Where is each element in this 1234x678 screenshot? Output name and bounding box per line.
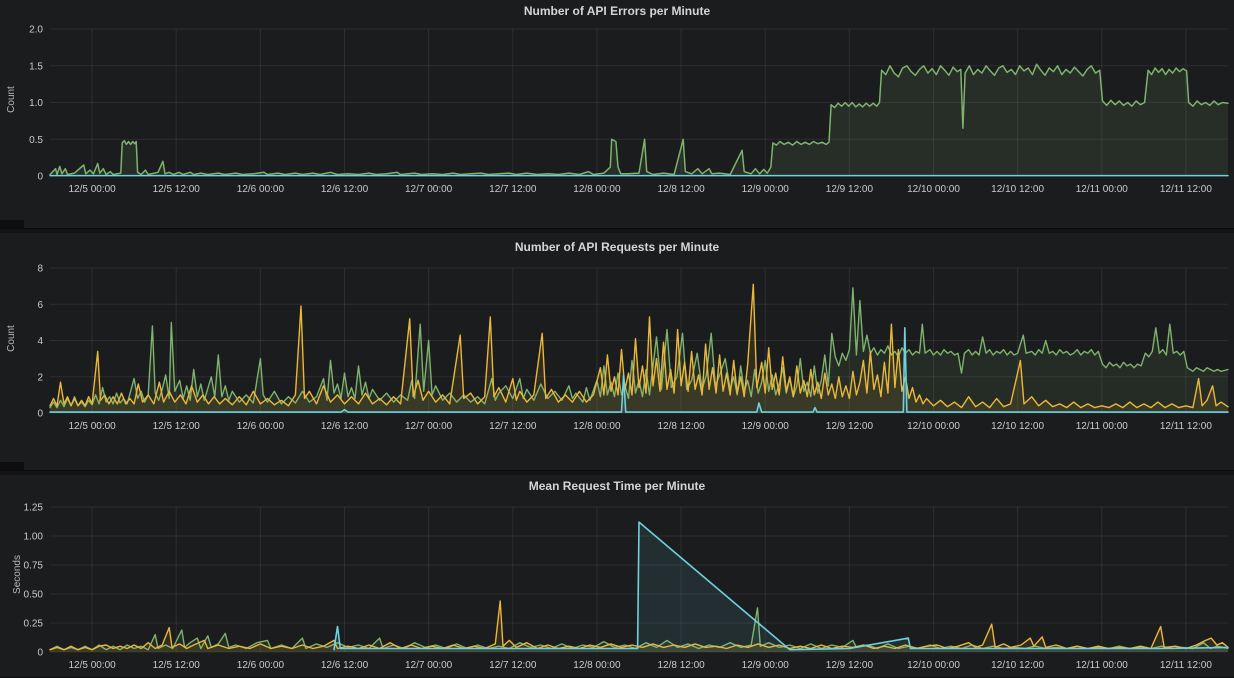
- x-tick-label: 12/10 12:00: [991, 421, 1044, 432]
- x-tick-label: 12/11 00:00: [1076, 660, 1129, 671]
- x-tick-label: 12/9 12:00: [826, 421, 874, 432]
- series-fill-cyan: [334, 522, 1228, 652]
- x-tick-label: 12/8 12:00: [657, 184, 705, 195]
- y-tick-label: 6: [37, 300, 43, 311]
- x-tick-label: 12/6 00:00: [237, 660, 285, 671]
- panel-title-mean-request-time[interactable]: Mean Request Time per Minute: [528, 479, 706, 493]
- y-tick-label: 0.50: [24, 590, 44, 601]
- x-tick-label: 12/8 00:00: [573, 660, 621, 671]
- y-tick-label: 8: [37, 264, 43, 275]
- series-line-cyan: [333, 521, 1229, 651]
- series-line-yellow: [49, 600, 1229, 651]
- x-tick-label: 12/10 12:00: [991, 184, 1044, 195]
- series-fill-green: [50, 64, 1228, 176]
- x-tick-label: 12/5 00:00: [68, 184, 116, 195]
- x-tick-label: 12/8 12:00: [657, 660, 705, 671]
- y-tick-label: 1.25: [24, 503, 44, 514]
- panel-api-requests: Number of API Requests per Minute 12/5 0…: [0, 233, 1234, 471]
- x-tick-label: 12/5 12:00: [153, 184, 201, 195]
- x-tick-label: 12/11 12:00: [1160, 421, 1213, 432]
- panel-title-api-errors[interactable]: Number of API Errors per Minute: [523, 4, 711, 18]
- x-tick-label: 12/10 00:00: [907, 660, 960, 671]
- x-tick-label: 12/8 00:00: [573, 421, 621, 432]
- x-tick-label: 12/10 12:00: [991, 660, 1044, 671]
- api-errors-chart[interactable]: 12/5 00:00 12/5 12:00 12/6 00:00 12/6 12:00…: [0, 22, 1234, 228]
- y-tick-label: 2.0: [29, 25, 43, 36]
- x-tick-label: 12/9 00:00: [742, 421, 790, 432]
- y-tick-label: 0.25: [24, 619, 44, 630]
- panel-corner-handle[interactable]: [0, 220, 24, 228]
- panel-api-errors: Number of API Errors per Minute 12/5 00:…: [0, 0, 1234, 229]
- series-line-green: [49, 63, 1229, 176]
- series-fill-green: [50, 287, 1228, 413]
- x-tick-label: 12/7 00:00: [405, 660, 453, 671]
- y-tick-label: 2: [37, 372, 43, 383]
- y-tick-label: 0.5: [29, 135, 43, 146]
- x-tick-label: 12/6 12:00: [321, 660, 369, 671]
- panel-corner-handle[interactable]: [0, 462, 24, 470]
- y-tick-label: 1.5: [29, 61, 43, 72]
- x-tick-label: 12/9 12:00: [826, 660, 874, 671]
- x-tick-label: 12/7 12:00: [489, 421, 537, 432]
- x-tick-label: 12/9 00:00: [742, 184, 790, 195]
- x-tick-label: 12/7 12:00: [489, 660, 537, 671]
- api-requests-chart[interactable]: 12/5 00:00 12/5 12:00 12/6 00:00 12/6 12:00…: [0, 257, 1234, 470]
- x-tick-label: 12/9 12:00: [826, 184, 874, 195]
- x-tick-label: 12/11 12:00: [1160, 184, 1213, 195]
- x-tick-label: 12/10 00:00: [907, 184, 960, 195]
- series-line-yellow: [49, 283, 1229, 409]
- series-line-cyan: [49, 327, 1229, 413]
- x-tick-label: 12/6 12:00: [321, 421, 369, 432]
- panel-title-api-requests[interactable]: Number of API Requests per Minute: [514, 240, 720, 254]
- mean-request-time-chart[interactable]: 12/5 00:00 12/5 12:00 12/6 00:00 12/6 12:00…: [0, 497, 1234, 677]
- panel-mean-request-time: Mean Request Time per Minute 12/5 00:00 1…: [0, 475, 1234, 678]
- y-tick-label: 0: [37, 648, 43, 659]
- x-tick-label: 12/9 00:00: [742, 660, 790, 671]
- x-tick-label: 12/8 12:00: [657, 421, 705, 432]
- x-tick-label: 12/6 00:00: [237, 421, 285, 432]
- api-errors-plot-area: 12/5 00:00 12/5 12:00 12/6 00:00 12/6 12:00…: [0, 22, 1234, 228]
- api-requests-plot-area: 12/5 00:00 12/5 12:00 12/6 00:00 12/6 12:00…: [0, 257, 1234, 470]
- y-tick-label: 0.75: [24, 561, 44, 572]
- x-tick-label: 12/8 00:00: [573, 184, 621, 195]
- y-tick-label: 1.00: [24, 532, 44, 543]
- series-fill-yellow: [50, 284, 1228, 413]
- x-tick-label: 12/11 12:00: [1160, 660, 1213, 671]
- x-tick-label: 12/7 00:00: [405, 421, 453, 432]
- x-tick-label: 12/7 12:00: [489, 184, 537, 195]
- x-tick-label: 12/11 00:00: [1076, 421, 1129, 432]
- y-tick-label: 4: [37, 336, 43, 347]
- y-tick-label: 0: [37, 172, 43, 183]
- x-tick-label: 12/5 00:00: [68, 421, 116, 432]
- series-line-green: [49, 287, 1229, 409]
- series-fill-yellow: [50, 601, 1228, 652]
- x-tick-label: 12/11 00:00: [1076, 184, 1129, 195]
- y-tick-label: 0: [37, 409, 43, 420]
- series-fill-green: [50, 607, 1228, 652]
- x-tick-label: 12/5 00:00: [68, 660, 116, 671]
- y-tick-label: 1.0: [29, 98, 43, 109]
- x-tick-label: 12/5 12:00: [153, 660, 201, 671]
- mean-request-time-plot-area: 12/5 00:00 12/5 12:00 12/6 00:00 12/6 12:00…: [0, 497, 1234, 677]
- x-tick-label: 12/7 00:00: [405, 184, 453, 195]
- x-tick-label: 12/6 12:00: [321, 184, 369, 195]
- x-tick-label: 12/10 00:00: [907, 421, 960, 432]
- x-tick-label: 12/6 00:00: [237, 184, 285, 195]
- x-tick-label: 12/5 12:00: [153, 421, 201, 432]
